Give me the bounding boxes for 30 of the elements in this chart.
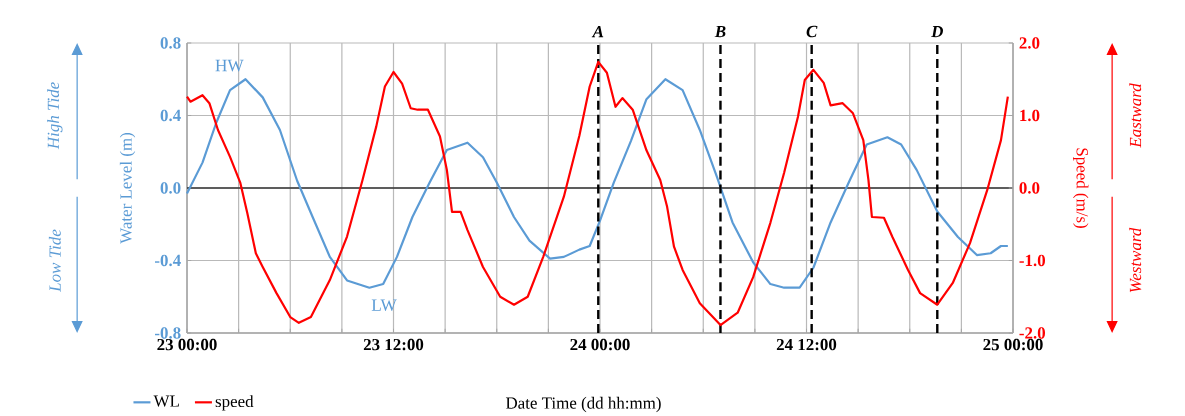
annotation: LW [371, 299, 397, 312]
y-axis-title: Water Level (m) [119, 133, 136, 244]
annotation: HW [215, 59, 244, 72]
x-tick-label: 24 00:00 [570, 338, 630, 351]
x-tick-label: 23 12:00 [363, 338, 424, 351]
y-tick-label: 0.8 [160, 37, 181, 49]
y2-tick-label: -2.0 [1019, 327, 1046, 339]
ref-line-label: A [591, 25, 604, 38]
ref-line-label: D [931, 26, 943, 38]
y2-axis-title: Speed (m/s) [1073, 148, 1089, 228]
ref-line-label: C [806, 25, 818, 38]
y-tick-label: 0.0 [160, 182, 181, 194]
x-tick-label: 24 12:00 [776, 338, 837, 351]
text: Eastward [1129, 83, 1142, 148]
y-tick-label: 0.4 [160, 109, 181, 122]
x-axis-title: Date Time (dd hh:mm) [505, 396, 661, 413]
ref-line-label: B [714, 26, 726, 38]
text: Low Tide [48, 229, 61, 292]
y2-tick-label: 1.0 [1020, 109, 1040, 122]
legend-label: speed [215, 395, 254, 411]
x-tick-label: 25 00:00 [983, 338, 1043, 351]
y-tick-label: -0.4 [154, 254, 181, 267]
y-tick-label: -0.8 [154, 327, 181, 339]
text: High Tide [47, 82, 63, 150]
y2-tick-label: 2.0 [1019, 37, 1040, 49]
legend-label: WL [153, 395, 179, 407]
y2-tick-label: 0.0 [1019, 182, 1040, 194]
x-tick-label: 23 00:00 [157, 338, 217, 351]
y2-tick-label: -1.0 [1019, 254, 1046, 267]
text: Westward [1129, 227, 1142, 293]
